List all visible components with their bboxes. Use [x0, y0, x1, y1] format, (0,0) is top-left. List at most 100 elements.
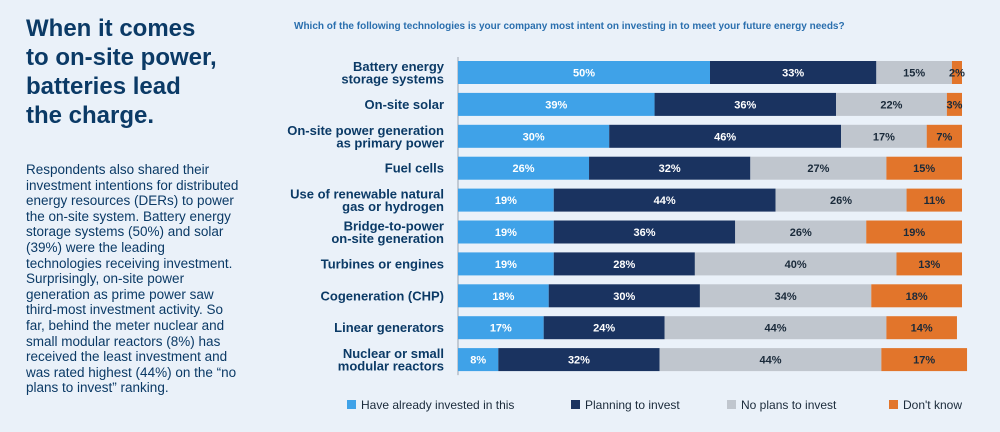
bar-segment	[699, 284, 872, 308]
data-label: 17%	[913, 355, 935, 367]
chart-title: Which of the following technologies is y…	[294, 21, 845, 32]
data-label: 30%	[523, 131, 545, 143]
left-panel: When it comes to on-site power, batterie…	[26, 14, 244, 396]
bar-segment	[458, 220, 554, 244]
category-label: On-site solar	[365, 97, 444, 112]
headline: When it comes to on-site power, batterie…	[26, 15, 217, 129]
data-label: 33%	[782, 68, 804, 80]
data-label: 18%	[906, 291, 928, 303]
data-label: 24%	[593, 323, 615, 335]
bar-segment	[881, 348, 968, 372]
category-label: Cogeneration (CHP)	[321, 288, 445, 303]
data-label: 26%	[513, 163, 535, 175]
bar-segment	[886, 316, 957, 340]
data-label: 46%	[714, 131, 736, 143]
bar-segment	[553, 188, 776, 212]
bar-segment	[694, 252, 897, 276]
data-label: 26%	[790, 227, 812, 239]
bar-segment	[458, 92, 655, 116]
bar-segment	[654, 92, 836, 116]
category-label: Battery energy storage systems	[341, 59, 444, 87]
bar-segment	[659, 348, 882, 372]
legend-swatch	[347, 400, 356, 409]
bar-segment	[775, 188, 907, 212]
data-label: 17%	[873, 131, 895, 143]
category-label: Fuel cells	[385, 161, 444, 176]
data-label: 36%	[734, 99, 756, 111]
bar-segment	[836, 92, 947, 116]
category-label: Nuclear or small modular reactors	[338, 346, 444, 374]
data-label: 2%	[949, 68, 965, 80]
bar-segment	[458, 61, 710, 84]
category-label: On-site power generation as primary power	[287, 123, 444, 151]
bar-segment	[896, 252, 962, 276]
bar-segment	[553, 220, 736, 244]
data-label: 18%	[492, 291, 514, 303]
data-label: 11%	[924, 195, 946, 207]
data-label: 19%	[495, 259, 517, 271]
data-label: 3%	[946, 99, 962, 111]
bar-segment	[548, 284, 700, 308]
bar-segment	[458, 188, 554, 212]
bar-segment	[926, 124, 962, 148]
data-label: 44%	[765, 323, 787, 335]
data-label: 30%	[613, 291, 635, 303]
bar-segment	[458, 348, 499, 372]
legend-label: Have already invested in this	[361, 398, 514, 412]
data-label: 13%	[918, 259, 940, 271]
data-label: 19%	[495, 227, 517, 239]
category-label: Bridge-to-power on-site generation	[331, 219, 444, 247]
data-label: 40%	[785, 259, 807, 271]
data-label: 15%	[913, 163, 935, 175]
bar-segment	[951, 61, 962, 84]
bar-segment	[886, 156, 962, 180]
data-label: 19%	[903, 227, 925, 239]
data-label: 32%	[568, 355, 590, 367]
bar-segment	[609, 124, 842, 148]
data-label: 36%	[633, 227, 655, 239]
bar-segment	[735, 220, 867, 244]
data-label: 44%	[759, 355, 781, 367]
category-label: Turbines or engines	[321, 256, 444, 271]
bar-segment	[841, 124, 927, 148]
body-text: Respondents also shared their investment…	[26, 162, 239, 396]
bar-segment	[458, 316, 544, 340]
bar-segment	[553, 252, 695, 276]
data-label: 27%	[807, 163, 829, 175]
bar-segment	[543, 316, 665, 340]
data-label: 32%	[659, 163, 681, 175]
bar-segment	[876, 61, 952, 84]
data-label: 15%	[903, 68, 925, 80]
legend-label: Planning to invest	[585, 398, 680, 412]
data-label: 14%	[911, 323, 933, 335]
legend-label: No plans to invest	[741, 398, 837, 412]
legend-label: Don't know	[903, 398, 962, 412]
bar-segment	[871, 284, 962, 308]
data-label: 22%	[880, 99, 902, 111]
category-label: Linear generators	[334, 320, 444, 335]
bar-segment	[866, 220, 962, 244]
data-label: 44%	[654, 195, 676, 207]
legend-swatch	[727, 400, 736, 409]
data-label: 50%	[573, 68, 595, 80]
bar-segment	[664, 316, 887, 340]
bar-segment	[458, 124, 610, 148]
bar-segment	[498, 348, 660, 372]
data-label: 8%	[470, 355, 486, 367]
data-label: 39%	[545, 99, 567, 111]
bar-segment	[906, 188, 962, 212]
data-label: 19%	[495, 195, 517, 207]
legend-swatch	[571, 400, 580, 409]
bar-segment	[710, 61, 877, 84]
data-label: 34%	[775, 291, 797, 303]
category-label: Use of renewable natural gas or hydrogen	[290, 187, 444, 215]
bar-segment	[458, 284, 549, 308]
data-label: 7%	[936, 131, 952, 143]
bar-segment	[458, 252, 554, 276]
legend-swatch	[889, 400, 898, 409]
data-label: 17%	[490, 323, 512, 335]
data-label: 28%	[613, 259, 635, 271]
bar-segment	[589, 156, 751, 180]
bar-segment	[458, 156, 590, 180]
